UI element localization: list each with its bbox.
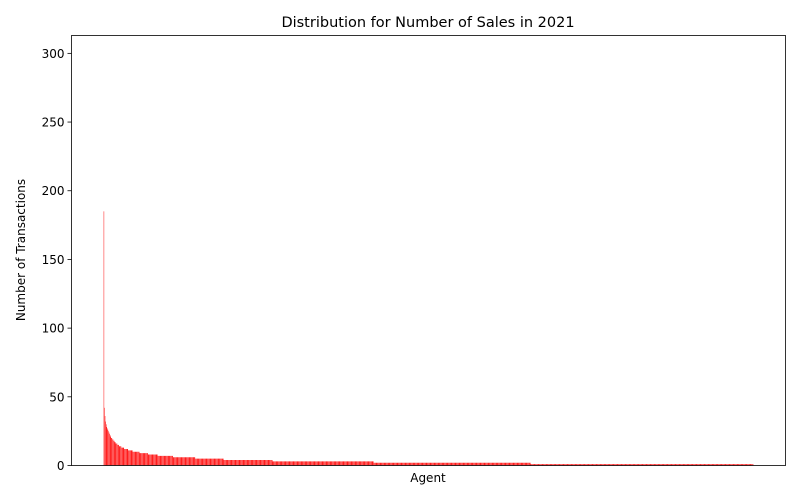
y-axis-label: Number of Transactions: [14, 179, 28, 321]
y-tick-label: 200: [42, 184, 65, 198]
y-tick-label: 300: [42, 47, 65, 61]
y-tick-label: 50: [49, 390, 64, 404]
y-axis-ticks: 0 50 100 150 200 250 300: [42, 47, 72, 473]
y-tick-label: 0: [57, 459, 65, 473]
y-tick-label: 100: [42, 322, 65, 336]
y-tick-label: 250: [42, 116, 65, 130]
bars-group: [103, 211, 754, 466]
plot-frame: [71, 35, 786, 466]
x-axis-label: Agent: [410, 471, 446, 485]
y-tick-label: 150: [42, 253, 65, 267]
chart-title: Distribution for Number of Sales in 2021: [281, 15, 574, 31]
